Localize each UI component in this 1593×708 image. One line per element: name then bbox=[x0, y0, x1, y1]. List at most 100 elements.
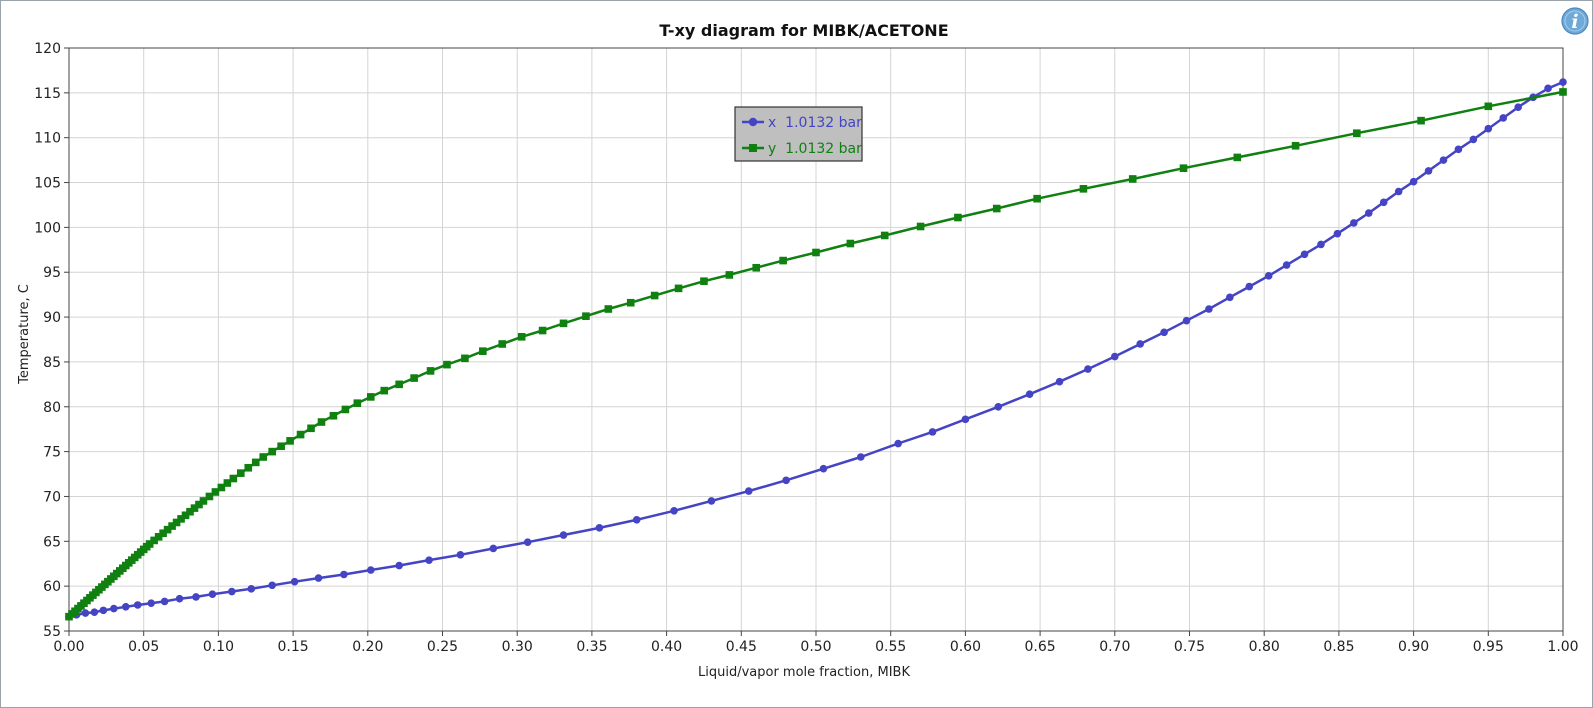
data-point-x bbox=[175, 594, 184, 603]
data-point-x bbox=[1350, 219, 1358, 227]
data-point-y bbox=[846, 239, 855, 248]
data-point-y bbox=[251, 458, 260, 467]
info-button[interactable]: i bbox=[1561, 7, 1589, 35]
data-point-x bbox=[1317, 240, 1325, 249]
legend-label-y: y 1.0132 bar bbox=[768, 141, 862, 157]
data-point-x bbox=[489, 544, 498, 553]
data-point-y bbox=[329, 411, 338, 420]
data-point-x bbox=[632, 515, 641, 524]
data-point-x bbox=[1055, 377, 1064, 386]
y-tick-label: 55 bbox=[43, 624, 61, 640]
data-point-y bbox=[186, 507, 194, 516]
data-point-y bbox=[880, 231, 889, 240]
legend[interactable]: x 1.0132 bar y 1.0132 bar bbox=[734, 106, 863, 162]
data-point-y bbox=[650, 291, 659, 300]
data-point-y bbox=[341, 405, 350, 414]
data-point-y bbox=[752, 263, 761, 272]
data-point-y bbox=[517, 333, 526, 341]
legend-entry-x[interactable]: x 1.0132 bar bbox=[742, 115, 862, 131]
data-point-x bbox=[1544, 84, 1552, 93]
data-point-x bbox=[192, 593, 200, 601]
data-point-x bbox=[1409, 177, 1418, 186]
data-point-x bbox=[160, 597, 169, 606]
data-point-y bbox=[229, 474, 238, 483]
data-point-y bbox=[277, 442, 285, 451]
data-point-y bbox=[353, 399, 362, 407]
data-point-y bbox=[725, 271, 734, 279]
data-point-y bbox=[1079, 185, 1088, 193]
y-axis-title: Temperature, C bbox=[17, 284, 32, 385]
chart-title: T-xy diagram for MIBK/ACETONE bbox=[659, 21, 948, 40]
data-point-y bbox=[380, 386, 389, 395]
data-point-x bbox=[819, 464, 828, 473]
data-point-y bbox=[538, 326, 547, 335]
data-point-y bbox=[410, 374, 418, 382]
data-point-x bbox=[99, 606, 108, 615]
x-tick-label: 0.50 bbox=[800, 639, 831, 655]
x-tick-label: 0.20 bbox=[352, 639, 383, 655]
data-point-x bbox=[456, 550, 465, 559]
data-point-x bbox=[1111, 352, 1119, 361]
data-point-y bbox=[1179, 164, 1188, 172]
data-point-y bbox=[954, 213, 962, 222]
data-point-y bbox=[307, 424, 315, 433]
data-point-y bbox=[190, 504, 199, 512]
data-point-x bbox=[782, 476, 790, 485]
data-point-y bbox=[366, 393, 375, 401]
data-point-x bbox=[1469, 135, 1478, 144]
data-point-y bbox=[286, 437, 294, 445]
legend-marker-square bbox=[749, 144, 757, 152]
data-point-x bbox=[1424, 167, 1433, 175]
data-point-x bbox=[1439, 156, 1448, 164]
data-point-y bbox=[237, 469, 245, 477]
data-point-x bbox=[425, 556, 433, 564]
data-point-y bbox=[244, 463, 253, 472]
data-point-y bbox=[177, 515, 185, 523]
data-point-x bbox=[894, 439, 902, 448]
legend-label-x: x 1.0132 bar bbox=[768, 115, 862, 131]
data-point-y bbox=[1353, 129, 1361, 138]
data-point-x bbox=[928, 428, 937, 436]
data-point-y bbox=[395, 380, 403, 389]
y-tick-label: 85 bbox=[43, 355, 61, 371]
x-tick-label: 0.30 bbox=[502, 639, 533, 655]
y-tick-label: 65 bbox=[43, 534, 61, 550]
data-point-x bbox=[1394, 187, 1403, 196]
x-tick-label: 0.25 bbox=[427, 639, 458, 655]
data-point-y bbox=[1484, 102, 1493, 111]
x-tick-label: 0.70 bbox=[1099, 639, 1130, 655]
data-point-x bbox=[595, 524, 604, 532]
x-tick-label: 0.60 bbox=[950, 639, 981, 655]
y-tick-label: 70 bbox=[43, 489, 61, 505]
data-point-y bbox=[1417, 116, 1425, 125]
x-tick-label: 0.45 bbox=[726, 639, 757, 655]
data-point-y bbox=[626, 298, 635, 307]
legend-entry-y[interactable]: y 1.0132 bar bbox=[742, 141, 862, 157]
data-point-x bbox=[961, 415, 970, 424]
data-point-y bbox=[1233, 153, 1242, 162]
data-point-x bbox=[1264, 272, 1273, 280]
data-point-y bbox=[604, 305, 613, 313]
x-tick-label: 0.65 bbox=[1025, 639, 1056, 655]
data-point-y bbox=[268, 447, 276, 456]
legend-marker-circle bbox=[748, 117, 758, 127]
x-tick-label: 0.00 bbox=[53, 639, 84, 655]
data-point-y bbox=[1559, 88, 1567, 96]
data-point-x bbox=[1514, 103, 1522, 111]
data-point-y bbox=[498, 340, 507, 348]
data-point-x bbox=[1559, 78, 1567, 86]
data-point-y bbox=[582, 312, 590, 320]
data-point-y bbox=[559, 319, 568, 328]
data-point-x bbox=[81, 609, 90, 617]
data-point-x bbox=[857, 453, 865, 461]
data-point-y bbox=[150, 536, 158, 545]
data-point-y bbox=[779, 256, 787, 265]
data-point-y bbox=[674, 284, 683, 293]
data-point-x bbox=[1364, 209, 1373, 217]
y-axis-ticks: 55 60 65 70 75 80 85 90 95 100 105 110 115 120 bbox=[34, 41, 69, 640]
data-point-x bbox=[744, 487, 753, 495]
data-point-x bbox=[1226, 293, 1234, 302]
data-point-x bbox=[1484, 124, 1493, 133]
y-tick-label: 110 bbox=[34, 131, 61, 147]
